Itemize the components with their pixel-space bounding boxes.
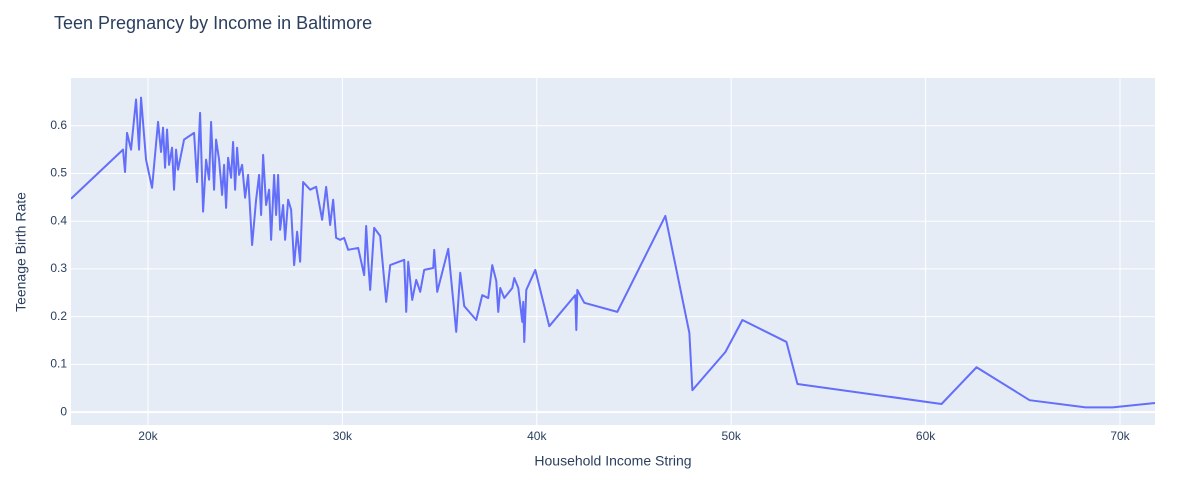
x-tick-label: 50k — [722, 429, 742, 443]
y-tick-label: 0.2 — [50, 309, 67, 323]
y-tick-label: 0 — [60, 404, 67, 418]
y-tick-label: 0.3 — [50, 261, 67, 275]
y-tick-label: 0.6 — [50, 118, 67, 132]
y-tick-label: 0.4 — [50, 213, 67, 227]
x-tick-label: 70k — [1110, 429, 1130, 443]
y-axis-title: Teenage Birth Rate — [13, 192, 29, 312]
plot-area — [71, 78, 1155, 425]
y-tick-label: 0.5 — [50, 166, 67, 180]
x-tick-label: 20k — [138, 429, 158, 443]
x-tick-label: 30k — [333, 429, 353, 443]
x-tick-label: 40k — [527, 429, 547, 443]
line-series — [71, 96, 1155, 409]
marks — [71, 96, 1155, 409]
x-tick-label: 60k — [916, 429, 936, 443]
x-axis-title: Household Income String — [534, 453, 691, 469]
y-tick-label: 0.1 — [50, 357, 67, 371]
chart-title: Teen Pregnancy by Income in Baltimore — [54, 13, 372, 33]
